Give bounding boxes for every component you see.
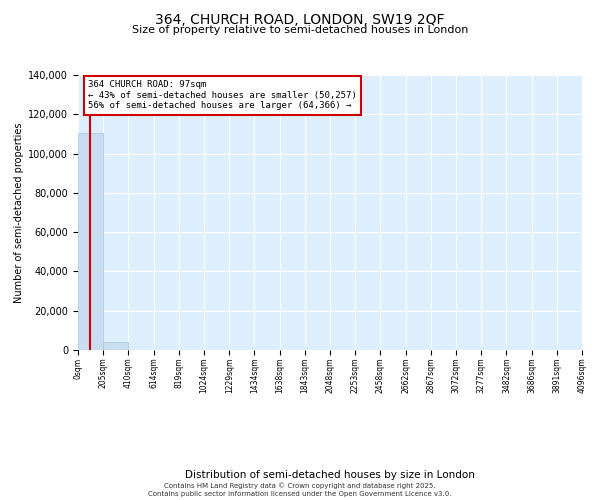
Bar — [78, 132, 103, 350]
Text: Contains public sector information licensed under the Open Government Licence v3: Contains public sector information licen… — [148, 491, 452, 497]
Y-axis label: Number of semi-detached properties: Number of semi-detached properties — [14, 122, 24, 302]
Text: 364, CHURCH ROAD, LONDON, SW19 2QF: 364, CHURCH ROAD, LONDON, SW19 2QF — [155, 12, 445, 26]
Text: Distribution of semi-detached houses by size in London: Distribution of semi-detached houses by … — [185, 470, 475, 480]
Text: Contains HM Land Registry data © Crown copyright and database right 2025.: Contains HM Land Registry data © Crown c… — [164, 482, 436, 489]
Bar — [103, 342, 128, 350]
Text: 364 CHURCH ROAD: 97sqm
← 43% of semi-detached houses are smaller (50,257)
56% of: 364 CHURCH ROAD: 97sqm ← 43% of semi-det… — [88, 80, 357, 110]
Text: Size of property relative to semi-detached houses in London: Size of property relative to semi-detach… — [132, 25, 468, 35]
